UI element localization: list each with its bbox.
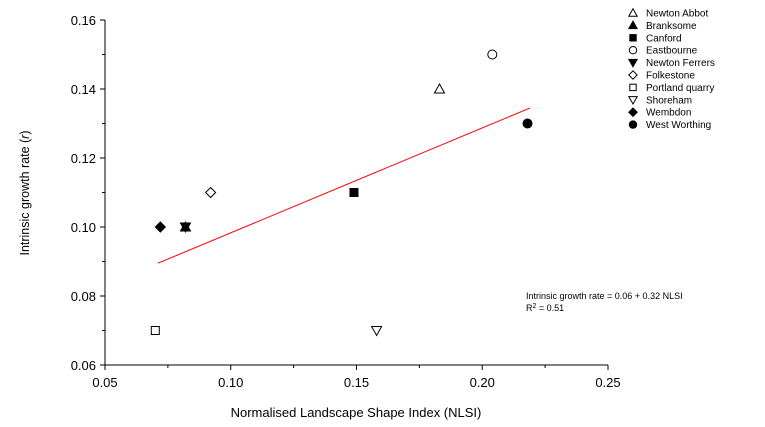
y-tick-label: 0.12: [71, 151, 96, 166]
data-point-newton-ferrers: [179, 222, 192, 234]
x-tick-label: 0.15: [344, 375, 369, 390]
data-point-folkestone: [204, 186, 217, 199]
data-point-shoreham: [370, 326, 383, 337]
legend-label-west-worthing: West Worthing: [646, 120, 711, 131]
legend-label-eastbourne: Eastbourne: [646, 46, 698, 57]
legend-label-portland-quarry: Portland quarry: [646, 83, 714, 94]
legend-label-canford: Canford: [646, 33, 682, 44]
data-point-canford: [349, 188, 359, 197]
y-tick-label: 0.06: [71, 358, 96, 373]
r-squared-label: R2 = 0.51: [526, 303, 564, 313]
legend-marker-shoreham: [627, 96, 639, 106]
legend-label-folkestone: Folkestone: [646, 71, 695, 82]
legend-label-newton-ferrers: Newton Ferrers: [646, 58, 715, 69]
legend-marker-wembdon: [628, 107, 638, 118]
y-axis-title: Intrinsic growth rate (r): [18, 130, 32, 255]
x-tick-labels: 0.05 0.10 0.15 0.20 0.25: [92, 375, 620, 390]
legend-label-shoreham: Shoreham: [646, 95, 692, 106]
legend-label-wembdon: Wembdon: [646, 108, 691, 119]
legend-marker-folkestone: [628, 70, 638, 80]
data-points: [150, 49, 533, 337]
legend-marker-canford: [629, 34, 637, 42]
y-tick-label: 0.08: [71, 289, 96, 304]
data-point-west-worthing: [522, 118, 533, 129]
legend-label-branksome: Branksome: [646, 21, 697, 32]
x-tick-label: 0.10: [218, 375, 243, 390]
legend-marker-newton-abbot: [627, 7, 639, 17]
regression-line: [157, 107, 531, 264]
legend-marker-eastbourne: [628, 46, 638, 55]
x-tick-label: 0.25: [595, 375, 620, 390]
y-tick-labels: 0.06 0.08 0.10 0.12 0.14 0.16: [71, 13, 96, 373]
data-point-wembdon: [154, 221, 167, 233]
y-tick-label: 0.16: [71, 13, 96, 28]
x-tick-label: 0.05: [92, 375, 117, 390]
data-point-newton-abbot: [433, 82, 446, 94]
legend-label-newton-abbot: Newton Abbot: [646, 9, 708, 20]
regression-equation: Intrinsic growth rate = 0.06 + 0.32 NLSI: [526, 291, 683, 301]
plot-axes: [100, 19, 609, 370]
data-point-portland-quarry: [150, 326, 160, 335]
data-point-eastbourne: [487, 49, 498, 60]
legend-marker-portland-quarry: [629, 83, 637, 92]
y-tick-label: 0.14: [71, 82, 96, 97]
y-tick-label: 0.10: [71, 220, 96, 235]
x-tick-label: 0.20: [470, 375, 495, 390]
legend-marker-west-worthing: [628, 120, 638, 129]
x-axis-title: Normalised Landscape Shape Index (NLSI): [231, 405, 482, 420]
legend-marker-newton-ferrers: [627, 58, 639, 68]
legend-marker-branksome: [627, 20, 639, 30]
